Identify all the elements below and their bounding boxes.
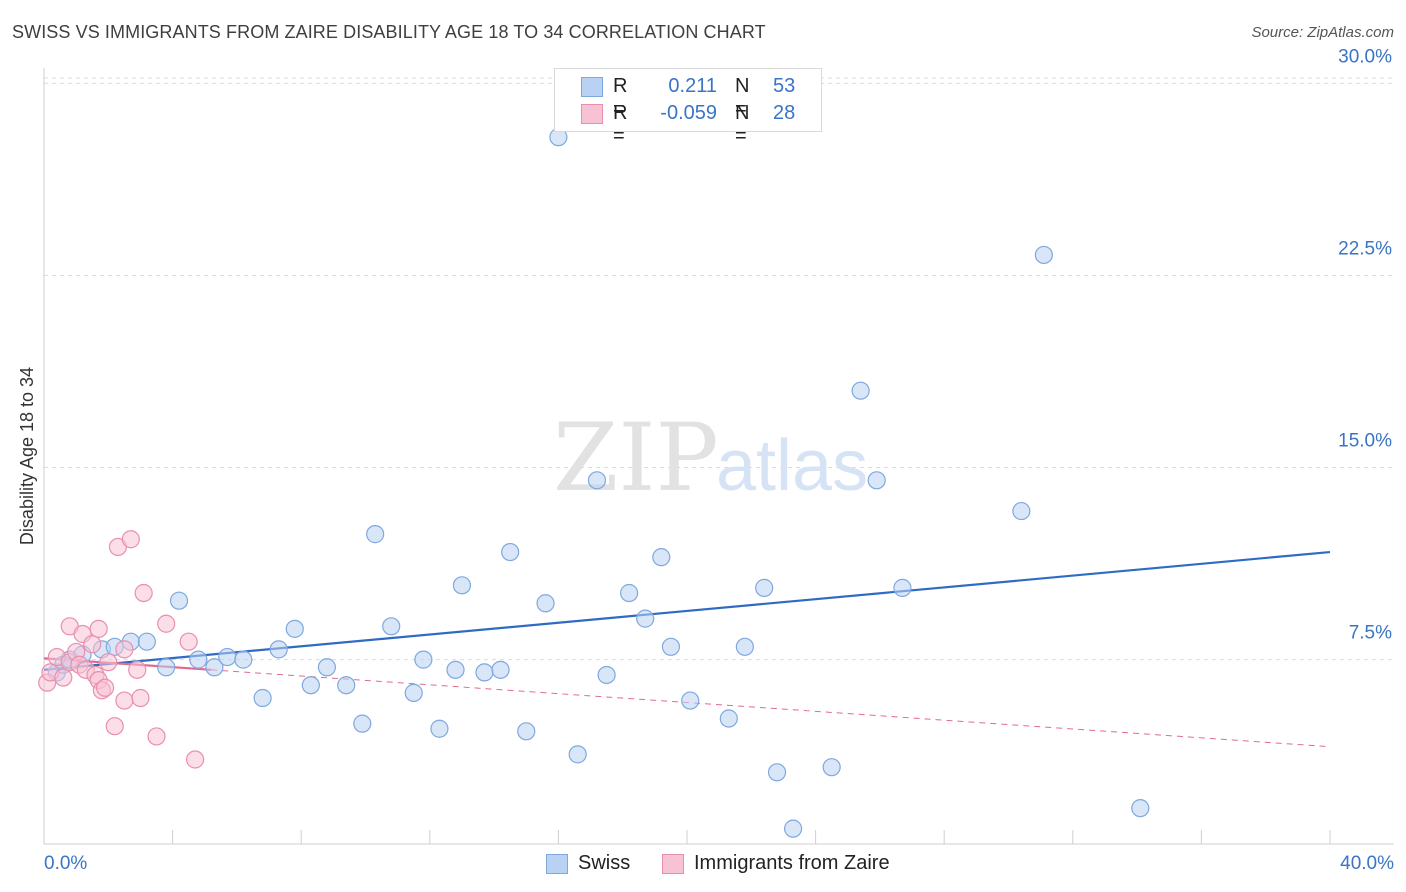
swiss-point <box>661 637 681 656</box>
swiss-point <box>851 381 870 400</box>
trend-layer <box>43 550 1331 748</box>
chart-title: SWISS VS IMMIGRANTS FROM ZAIRE DISABILIT… <box>12 22 766 42</box>
swiss-point <box>269 640 288 659</box>
swiss-point <box>867 471 886 490</box>
zaire-point <box>134 583 153 603</box>
zaire-point <box>115 640 134 659</box>
y-axis-label: Disability Age 18 to 34 <box>17 367 37 545</box>
zaire-point <box>99 653 118 672</box>
swiss-point <box>234 650 253 669</box>
axis-layer <box>43 68 1394 845</box>
swiss-point <box>366 525 385 544</box>
y-tick-label: 7.5% <box>1349 623 1392 644</box>
zaire-point <box>83 635 102 654</box>
zaire-point <box>131 688 150 708</box>
grid-layer <box>44 77 1394 661</box>
stats-legend: R = 0.211 N = 53 R = -0.059 N = 28 <box>554 68 822 147</box>
swiss-point <box>735 637 754 656</box>
swiss-point <box>822 758 841 777</box>
y-tick-label: 15.0% <box>1338 431 1392 452</box>
chart-source: Source: ZipAtlas.com <box>1251 24 1394 41</box>
swiss-point <box>767 763 787 782</box>
swiss-point <box>285 619 304 638</box>
swiss-point <box>1012 501 1031 521</box>
zaire-legend-swatch <box>662 854 684 874</box>
swiss-legend-label: Swiss <box>578 852 631 874</box>
zaire-point <box>179 632 198 651</box>
legend-r-value: 0.211 <box>668 75 717 97</box>
zaire-point <box>95 678 115 697</box>
x-tick-label-max: 40.0% <box>1340 853 1394 874</box>
swiss-point <box>620 583 639 603</box>
zaire-point <box>147 727 166 746</box>
y-tick-label: 30.0% <box>1338 46 1392 67</box>
swiss-point <box>137 632 156 651</box>
watermark-atlas: atlas <box>716 426 868 506</box>
swiss-point <box>169 591 189 610</box>
swiss-point <box>475 663 494 682</box>
zaire-point <box>186 750 205 769</box>
swiss-point <box>430 719 449 738</box>
zaire-point <box>128 660 147 679</box>
swiss-point <box>205 658 224 677</box>
swiss-point <box>491 660 510 679</box>
zaire-point <box>54 668 73 687</box>
points-layer <box>38 128 1150 838</box>
swiss-point <box>1034 245 1053 265</box>
swiss-point <box>382 617 401 636</box>
swiss-point <box>189 650 208 669</box>
swiss-point <box>253 688 272 708</box>
zaire-point <box>121 530 140 549</box>
tick-layer: 7.5% 15.0% 22.5% 30.0% 0.0% 40.0% <box>44 46 1394 874</box>
watermark-zip: ZIP <box>553 404 719 513</box>
swiss-trend-line <box>43 550 1331 671</box>
x-tick-label-min: 0.0% <box>44 853 87 874</box>
legend-n-label: N = <box>735 75 750 120</box>
zaire-point <box>89 619 108 638</box>
y-tick-label: 22.5% <box>1338 238 1392 259</box>
zaire-point <box>157 614 176 633</box>
swiss-point <box>353 714 372 733</box>
zaire-point <box>115 691 134 710</box>
legend-r-label: R = <box>613 75 628 120</box>
swiss-point <box>404 683 423 702</box>
swiss-point <box>568 745 587 764</box>
swiss-point <box>681 691 700 710</box>
swiss-point <box>301 676 320 695</box>
swiss-point <box>783 819 803 838</box>
swiss-point <box>587 471 607 490</box>
legend-n-value: 28 <box>773 102 796 124</box>
zaire-point <box>105 717 124 736</box>
swiss-point <box>218 647 237 667</box>
swiss-point <box>517 722 536 741</box>
swiss-point <box>157 658 176 677</box>
swiss-point <box>893 578 912 597</box>
legend-r-label: R = <box>613 102 628 147</box>
swiss-point <box>636 609 655 628</box>
swiss-point <box>652 548 671 567</box>
swiss-point <box>597 665 616 685</box>
swiss-legend-swatch <box>546 854 568 874</box>
zaire-legend-label: Immigrants from Zaire <box>694 852 890 874</box>
swiss-swatch <box>581 77 603 97</box>
swiss-point <box>755 578 774 597</box>
swiss-point <box>1131 799 1150 818</box>
zaire-trend-line-dashed <box>211 669 1331 748</box>
swiss-point <box>452 576 472 595</box>
swiss-point <box>337 676 356 695</box>
swiss-point <box>414 650 433 669</box>
swiss-point <box>446 660 465 679</box>
swiss-point <box>719 709 738 728</box>
legend-n-label: N = <box>735 102 750 147</box>
watermark: ZIP atlas <box>553 404 868 513</box>
swiss-point <box>317 658 337 677</box>
zaire-swatch <box>581 104 603 124</box>
swiss-point <box>501 542 520 562</box>
legend-n-value: 53 <box>773 75 796 97</box>
legend-r-value: -0.059 <box>660 102 717 124</box>
swiss-point <box>536 594 555 613</box>
